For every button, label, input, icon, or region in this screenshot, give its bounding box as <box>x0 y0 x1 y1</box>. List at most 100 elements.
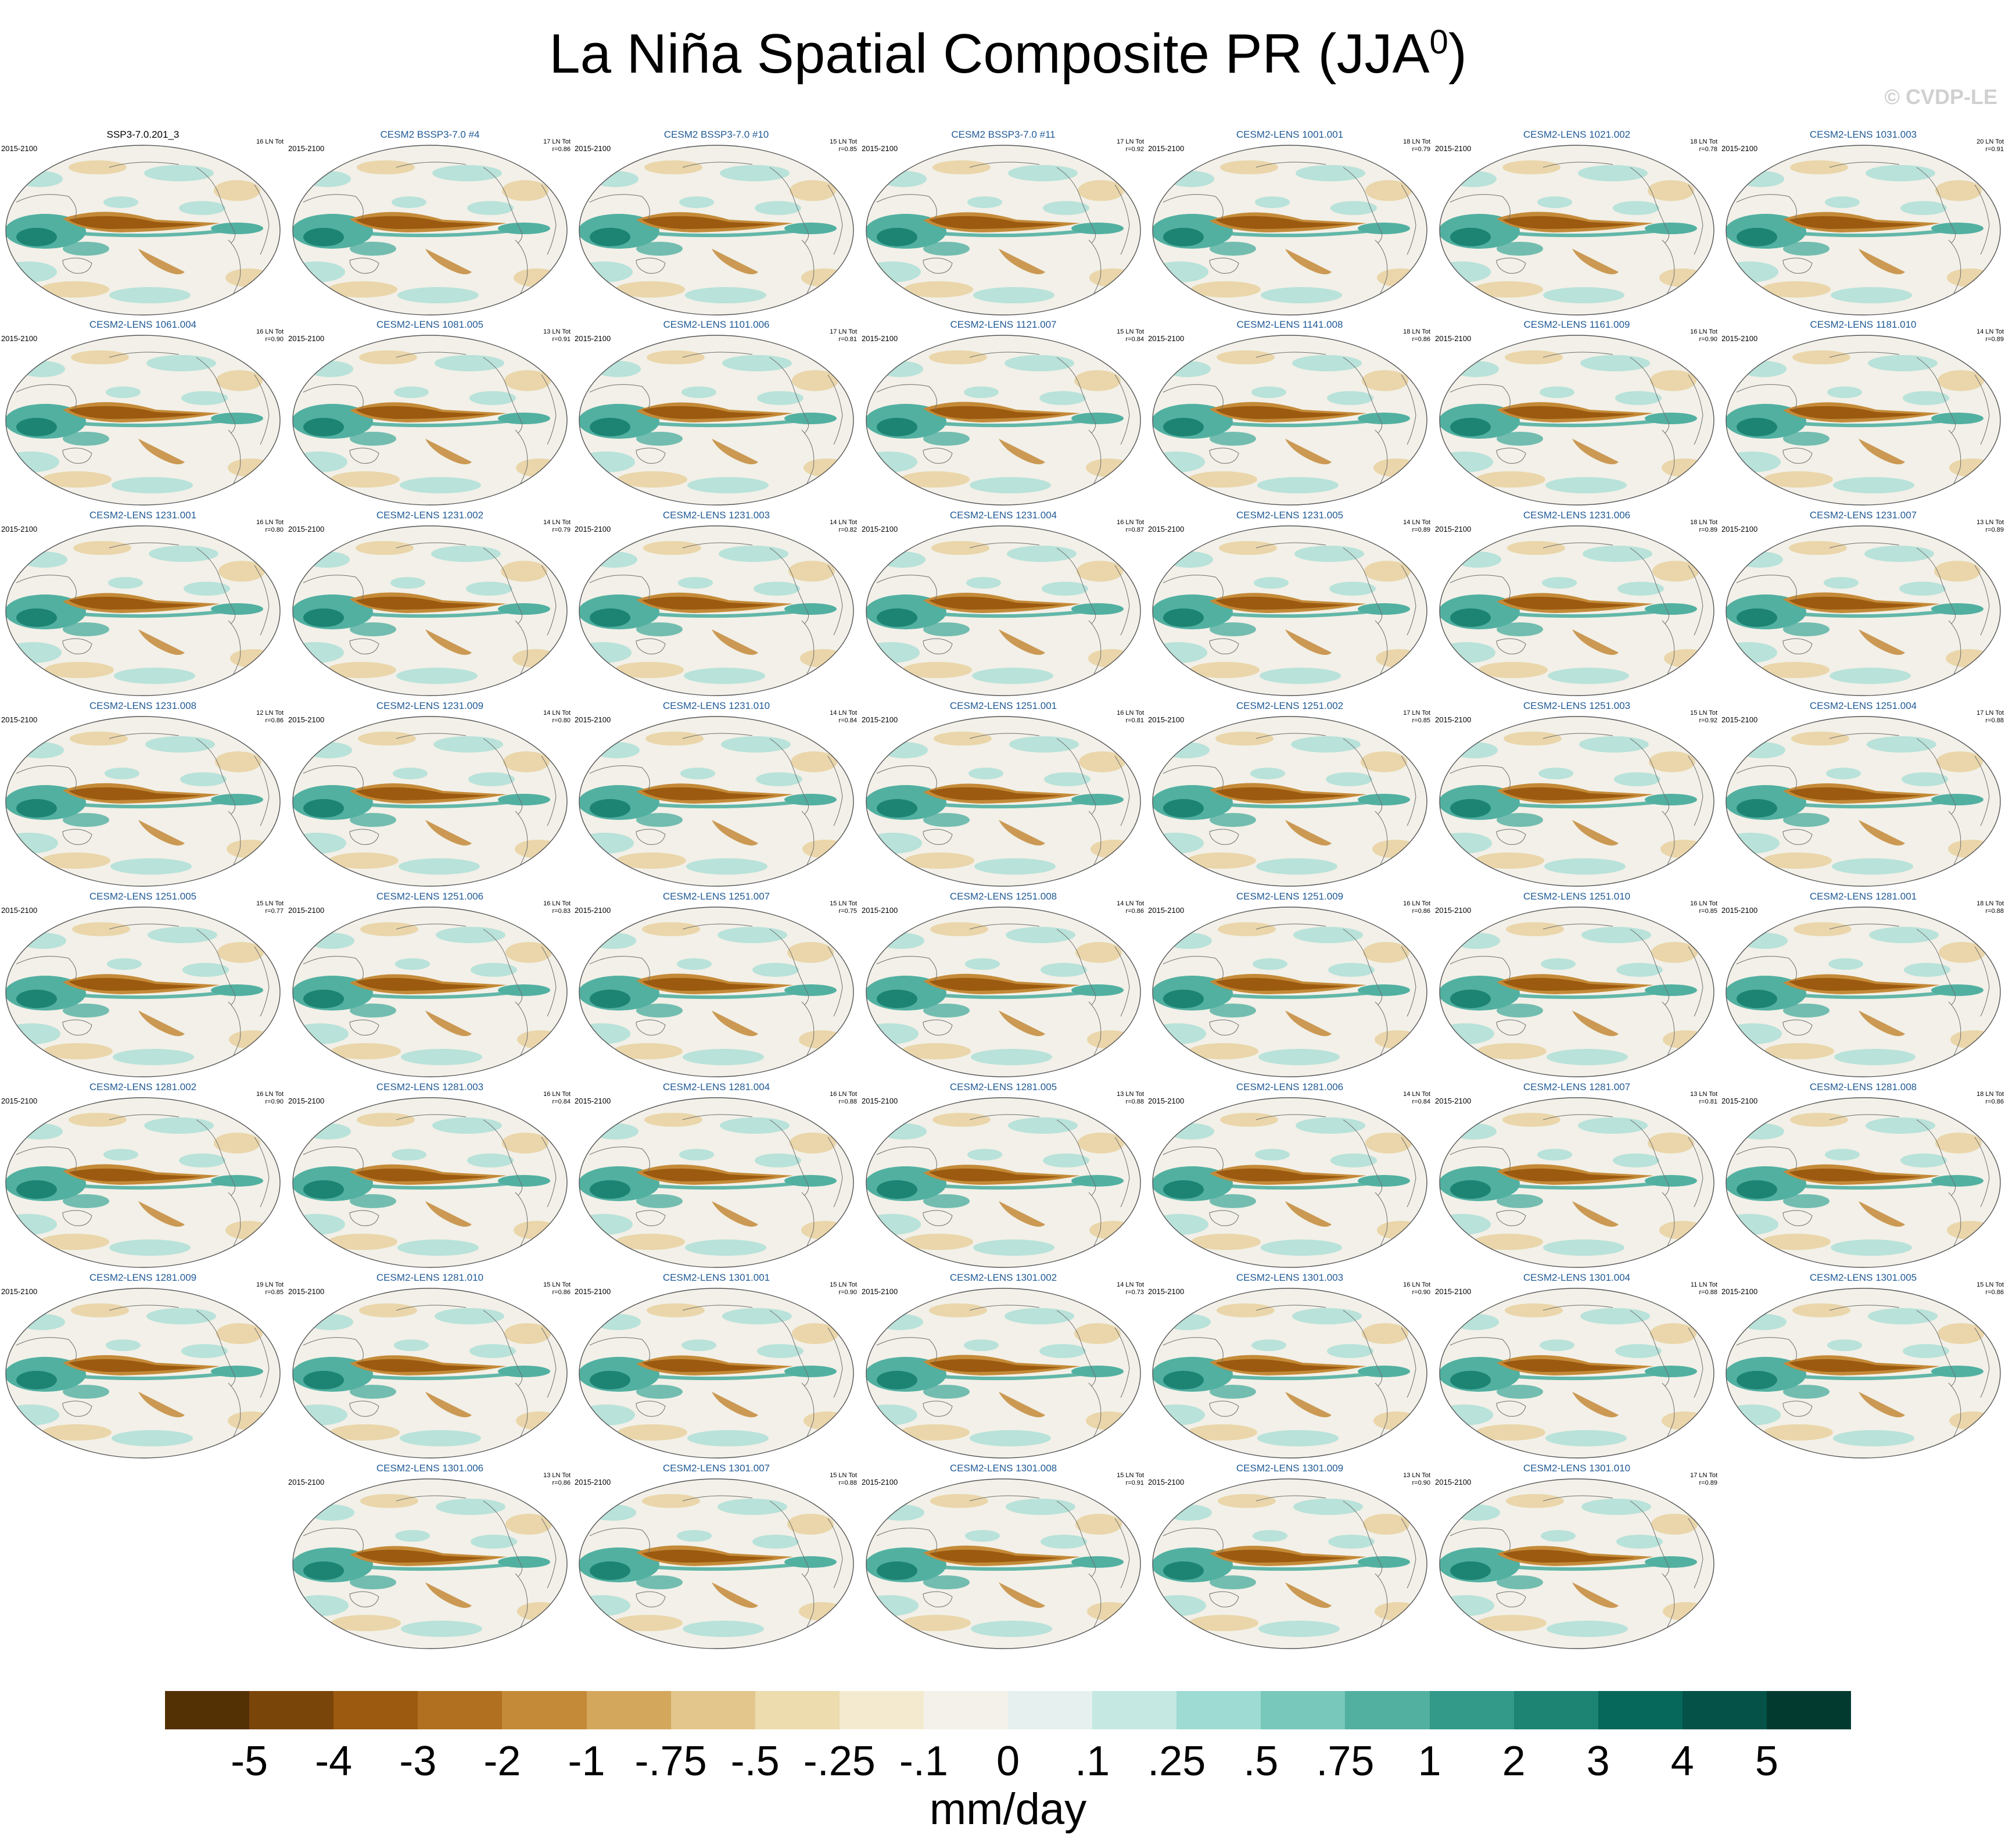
panel-event-count: 16 LN Tot <box>256 328 284 335</box>
panel-event-count: 14 LN Tot <box>1976 328 2004 335</box>
colorbar-tick-label: 0 <box>996 1738 1020 1785</box>
panel-event-count: 14 LN Tot <box>1403 1091 1430 1098</box>
panel-period: 2015-2100 <box>1 1097 38 1105</box>
panel-pattern-correlation: r=0.85 <box>1412 717 1431 724</box>
panel-event-count: 17 LN Tot <box>1690 1472 1717 1479</box>
panel-stats: 16 LN Tot r=0.90 <box>256 1091 284 1106</box>
panel-pattern-correlation: r=0.80 <box>265 526 284 533</box>
panel-grid: SSP3-7.0.201_3 2015-2100 16 LN Tot CESM2 BS… <box>0 129 2006 1653</box>
map-projection <box>5 716 281 887</box>
map-panel: CESM2-LENS 1301.007 2015-2100 15 LN Tot r=0… <box>573 1463 859 1653</box>
map-panel: CESM2 BSSP3-7.0 #11 2015-2100 17 LN Tot r=0… <box>860 129 1146 320</box>
map-panel: CESM2-LENS 1231.003 2015-2100 14 LN Tot r=0… <box>573 510 859 700</box>
panel-period: 2015-2100 <box>288 1097 325 1105</box>
colorbar-tick-label: -.1 <box>899 1738 948 1785</box>
panel-title: CESM2-LENS 1281.002 <box>89 1081 197 1092</box>
colorbar-swatch <box>670 1691 756 1729</box>
panel-period: 2015-2100 <box>1721 1097 1758 1105</box>
panel-period: 2015-2100 <box>862 1287 898 1296</box>
map-panel: CESM2-LENS 1231.008 2015-2100 12 LN Tot r=0… <box>0 700 286 891</box>
panel-period: 2015-2100 <box>1435 334 1472 343</box>
panel-pattern-correlation: r=0.88 <box>1985 717 2004 724</box>
panel-period: 2015-2100 <box>575 715 611 724</box>
panel-event-count: 15 LN Tot <box>1976 1281 2004 1288</box>
panel-event-count: 15 LN Tot <box>1117 328 1144 335</box>
credit-watermark: © CVDP-LE <box>1884 85 1997 109</box>
panel-pattern-correlation: r=0.84 <box>1125 336 1145 343</box>
colorbar-swatch <box>333 1691 418 1729</box>
panel-event-count: 16 LN Tot <box>543 900 571 907</box>
panel-stats: 16 LN Tot r=0.84 <box>543 1091 571 1106</box>
panel-event-count: 14 LN Tot <box>1117 1281 1144 1288</box>
panel-period: 2015-2100 <box>575 144 611 153</box>
panel-title: CESM2-LENS 1231.001 <box>89 510 197 521</box>
colorbar-tick-label: -1 <box>568 1738 605 1785</box>
map-projection <box>579 1097 854 1268</box>
map-panel: CESM2-LENS 1281.003 2015-2100 16 LN Tot r=0… <box>287 1081 573 1272</box>
map-panel: CESM2-LENS 1081.005 2015-2100 13 LN Tot r=0… <box>287 319 573 510</box>
colorbar-tick-label: 3 <box>1586 1738 1610 1785</box>
map-panel: CESM2 BSSP3-7.0 #4 2015-2100 17 LN Tot r=0.… <box>287 129 573 320</box>
map-projection <box>1439 1478 1714 1649</box>
panel-stats: 14 LN Tot r=0.73 <box>1117 1281 1144 1296</box>
colorbar-tick-label: .75 <box>1316 1738 1375 1785</box>
panel-pattern-correlation: r=0.90 <box>265 336 284 343</box>
panel-event-count: 14 LN Tot <box>1403 519 1430 526</box>
panel-title: CESM2-LENS 1301.009 <box>1236 1463 1344 1474</box>
panel-title: SSP3-7.0.201_3 <box>106 129 180 140</box>
panel-title: CESM2-LENS 1161.009 <box>1523 319 1630 330</box>
panel-title: CESM2-LENS 1251.009 <box>1236 891 1344 902</box>
map-projection <box>1439 1288 1714 1459</box>
panel-event-count: 15 LN Tot <box>830 1281 857 1288</box>
colorbar-swatch <box>1766 1691 1852 1729</box>
panel-title: CESM2 BSSP3-7.0 #11 <box>951 129 1056 140</box>
panel-pattern-correlation: r=0.84 <box>552 1098 571 1105</box>
map-panel: CESM2-LENS 1251.009 2015-2100 16 LN Tot r=0… <box>1147 891 1433 1081</box>
panel-pattern-correlation: r=0.86 <box>552 1289 571 1296</box>
panel-stats: 16 LN Tot r=0.86 <box>1403 900 1430 915</box>
panel-period: 2015-2100 <box>288 334 325 343</box>
colorbar-tick-label: .25 <box>1147 1738 1206 1785</box>
panel-event-count: 15 LN Tot <box>543 1281 571 1288</box>
panel-title: CESM2-LENS 1231.009 <box>376 700 484 711</box>
map-panel: CESM2-LENS 1301.003 2015-2100 16 LN Tot r=0… <box>1147 1272 1433 1463</box>
panel-stats: 17 LN Tot r=0.89 <box>1690 1472 1717 1487</box>
map-projection <box>1152 1097 1427 1268</box>
panel-pattern-correlation: r=0.81 <box>1699 1098 1718 1105</box>
panel-pattern-correlation: r=0.90 <box>1412 1289 1431 1296</box>
map-projection <box>1152 525 1427 696</box>
panel-pattern-correlation: r=0.81 <box>838 336 858 343</box>
panel-period: 2015-2100 <box>1 144 38 153</box>
colorbar-tick-label: 1 <box>1418 1738 1441 1785</box>
panel-stats: 15 LN Tot r=0.77 <box>256 900 284 915</box>
panel-event-count: 17 LN Tot <box>1117 138 1144 145</box>
map-panel: CESM2-LENS 1301.005 2015-2100 15 LN Tot r=0… <box>1720 1272 2006 1463</box>
panel-title: CESM2-LENS 1281.008 <box>1809 1081 1917 1092</box>
panel-stats: 13 LN Tot r=0.91 <box>543 328 571 343</box>
panel-period: 2015-2100 <box>1721 144 1758 153</box>
panel-stats: 15 LN Tot r=0.84 <box>1117 328 1144 343</box>
panel-period: 2015-2100 <box>1 1287 38 1296</box>
panel-title: CESM2-LENS 1231.004 <box>949 510 1057 521</box>
panel-title: CESM2-LENS 1251.010 <box>1523 891 1631 902</box>
panel-event-count: 18 LN Tot <box>1690 138 1717 145</box>
colorbar-swatch <box>418 1691 503 1729</box>
panel-title: CESM2-LENS 1081.005 <box>376 319 484 330</box>
panel-stats: 15 LN Tot r=0.75 <box>830 900 857 915</box>
panel-event-count: 16 LN Tot <box>1690 328 1717 335</box>
panel-stats: 18 LN Tot r=0.88 <box>1976 900 2004 915</box>
panel-period: 2015-2100 <box>1721 1287 1758 1296</box>
panel-stats: 18 LN Tot r=0.86 <box>1976 1091 2004 1106</box>
panel-title: CESM2-LENS 1231.008 <box>89 700 197 711</box>
panel-stats: 18 LN Tot r=0.78 <box>1690 138 1717 153</box>
panel-pattern-correlation: r=0.89 <box>1699 526 1718 533</box>
panel-event-count: 18 LN Tot <box>1976 1091 2004 1098</box>
map-projection <box>292 145 568 316</box>
panel-stats: 15 LN Tot r=0.86 <box>543 1281 571 1296</box>
colorbar-tick-label: -2 <box>483 1738 521 1785</box>
panel-title: CESM2-LENS 1251.006 <box>376 891 484 902</box>
colorbar-swatch <box>755 1691 840 1729</box>
map-panel: CESM2-LENS 1141.008 2015-2100 18 LN Tot r=0… <box>1147 319 1433 510</box>
panel-pattern-correlation: r=0.79 <box>1412 146 1431 153</box>
panel-title: CESM2-LENS 1281.005 <box>949 1081 1057 1092</box>
